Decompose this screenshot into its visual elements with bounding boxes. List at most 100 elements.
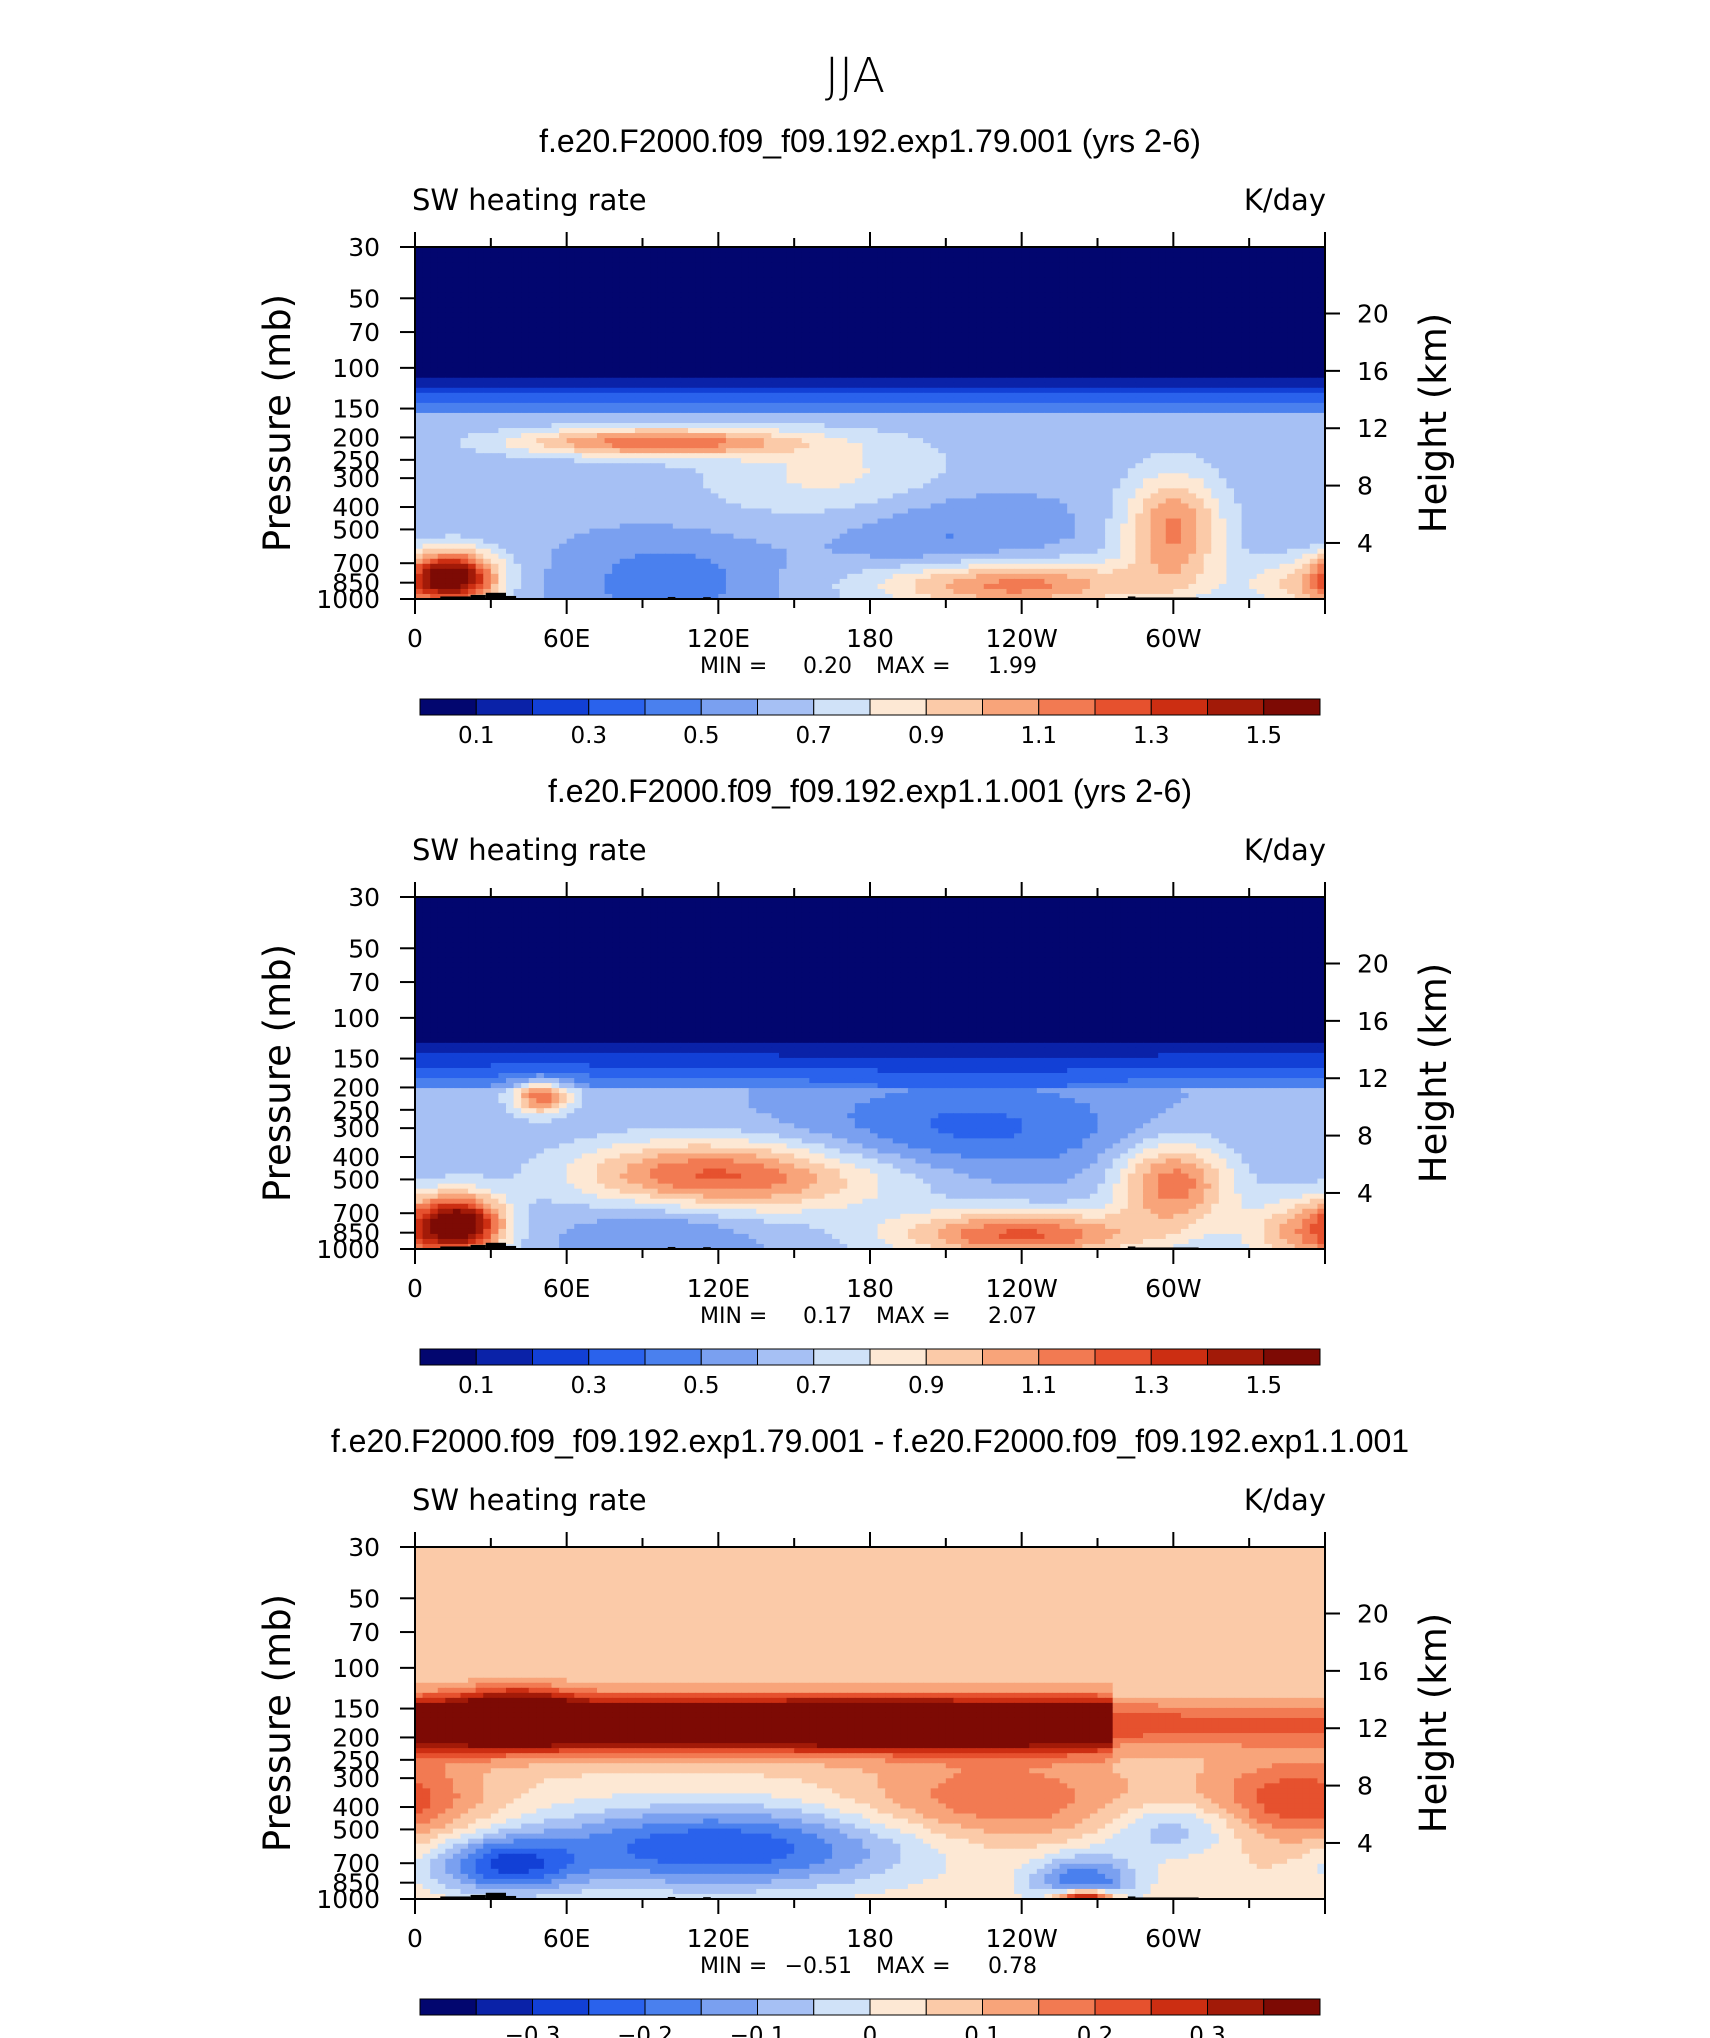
heatmap-cell — [566, 292, 575, 298]
heatmap-cell — [581, 252, 591, 258]
heatmap-cell — [657, 292, 666, 298]
heatmap-cell — [589, 448, 598, 454]
heatmap-cell — [771, 347, 780, 354]
heatmap-cell — [801, 423, 810, 429]
heatmap-cell — [1188, 317, 1197, 324]
heatmap-cell — [475, 332, 484, 339]
heatmap-cell — [892, 382, 901, 389]
heatmap-cell — [657, 407, 666, 414]
heatmap-cell — [900, 312, 909, 318]
heatmap-cell — [1135, 397, 1144, 404]
heatmap-cell — [763, 317, 773, 324]
heatmap-cell — [1150, 407, 1159, 414]
heatmap-cell — [642, 327, 651, 334]
heatmap-cell — [1067, 387, 1076, 394]
heatmap-cell — [953, 397, 962, 404]
heatmap-cell — [809, 297, 818, 303]
heatmap-cell — [725, 292, 735, 298]
heatmap-cell — [597, 392, 606, 399]
heatmap-cell — [415, 322, 424, 329]
heatmap-cell — [551, 322, 560, 329]
heatmap-cell — [1112, 297, 1121, 303]
heatmap-cell — [619, 287, 628, 293]
heatmap-cell — [1203, 277, 1212, 283]
heatmap-cell — [475, 367, 484, 374]
heatmap-cell — [430, 342, 439, 349]
heatmap-cell — [771, 317, 780, 324]
heatmap-cell — [816, 347, 826, 354]
heatmap-cell — [475, 327, 484, 334]
heatmap-cell — [422, 453, 431, 459]
heatmap-cell — [915, 252, 924, 258]
heatmap-cell — [1150, 287, 1159, 293]
heatmap-cell — [771, 372, 780, 379]
heatmap-cell — [824, 277, 833, 283]
heatmap-cell — [468, 443, 477, 449]
heatmap-cell — [1014, 312, 1023, 318]
heatmap-cell — [1135, 407, 1144, 414]
heatmap-cell — [1203, 297, 1212, 303]
heatmap-cell — [627, 307, 636, 313]
heatmap-cell — [1059, 287, 1068, 293]
heatmap-cell — [1165, 397, 1174, 404]
heatmap-cell — [1241, 267, 1250, 273]
heatmap-cell — [718, 252, 727, 258]
heatmap-cell — [756, 412, 765, 419]
heatmap-cell — [657, 297, 666, 303]
heatmap-cell — [862, 272, 871, 278]
heatmap-cell — [604, 382, 613, 389]
heatmap-cell — [680, 357, 689, 364]
heatmap-cell — [892, 372, 901, 379]
heatmap-cell — [521, 362, 530, 369]
heatmap-cell — [1294, 262, 1303, 268]
heatmap-cell — [1188, 357, 1197, 364]
heatmap-cell — [1180, 377, 1190, 384]
heatmap-cell — [1120, 392, 1129, 399]
heatmap-cell — [1264, 257, 1273, 263]
heatmap-cell — [824, 377, 833, 384]
heatmap-cell — [1203, 282, 1212, 288]
heatmap-cell — [1180, 267, 1190, 273]
heatmap-cell — [771, 357, 780, 364]
heatmap-cell — [551, 312, 560, 318]
heatmap-cell — [650, 382, 659, 389]
heatmap-cell — [710, 292, 719, 298]
heatmap-cell — [976, 382, 985, 389]
heatmap-cell — [930, 392, 939, 399]
heatmap-cell — [1203, 247, 1212, 253]
heatmap-cell — [771, 352, 780, 359]
heatmap-cell — [983, 282, 992, 288]
heatmap-cell — [862, 342, 871, 349]
heatmap-cell — [824, 433, 833, 439]
heatmap-cell — [1127, 342, 1137, 349]
heatmap-cell — [490, 407, 500, 414]
heatmap-cell — [1180, 397, 1190, 404]
heatmap-cell — [1256, 387, 1265, 394]
heatmap-cell — [801, 453, 810, 459]
heatmap-cell — [1226, 317, 1235, 324]
heatmap-cell — [1067, 307, 1076, 313]
heatmap-cell — [1036, 322, 1046, 329]
heatmap-cell — [907, 302, 917, 308]
heatmap-cell — [748, 332, 757, 339]
heatmap-cell — [1203, 397, 1212, 404]
heatmap-cell — [1165, 417, 1174, 424]
heatmap-cell — [665, 297, 674, 303]
heatmap-cell — [627, 397, 636, 404]
heatmap-cell — [1196, 252, 1205, 258]
heatmap-cell — [665, 292, 674, 298]
heatmap-cell — [923, 382, 932, 389]
heatmap-cell — [1036, 317, 1046, 324]
heatmap-cell — [718, 362, 727, 369]
heatmap-cell — [945, 342, 955, 349]
heatmap-cell — [521, 337, 530, 344]
heatmap-cell — [445, 342, 454, 349]
heatmap-cell — [650, 402, 659, 409]
heatmap-cell — [1256, 292, 1265, 298]
heatmap-cell — [991, 257, 1000, 263]
heatmap-cell — [725, 327, 735, 334]
heatmap-cell — [832, 327, 841, 334]
heatmap-cell — [1097, 252, 1106, 258]
heatmap-cell — [1158, 292, 1167, 298]
heatmap-cell — [1234, 262, 1243, 268]
